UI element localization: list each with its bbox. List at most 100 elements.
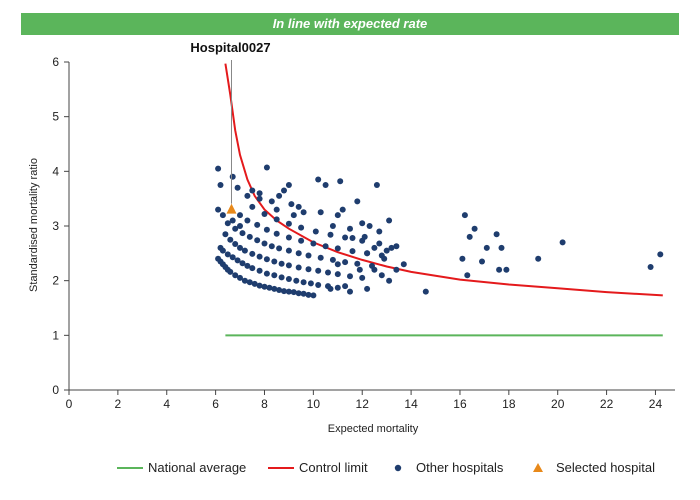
hospital-point — [493, 231, 500, 238]
legend-label-control-limit: Control limit — [299, 460, 368, 475]
hospital-point — [383, 247, 390, 254]
hospital-point — [361, 233, 368, 240]
hospital-point — [334, 245, 341, 252]
x-tick-label: 20 — [551, 397, 565, 411]
hospital-point — [244, 192, 251, 199]
hospital-point — [359, 274, 366, 281]
hospital-point — [317, 254, 324, 261]
hospital-point — [276, 287, 283, 293]
selected-hospital-label: Hospital0027 — [190, 40, 270, 55]
hospital-point — [317, 209, 324, 216]
hospital-point — [342, 234, 349, 241]
y-ticks: 0 1 2 3 4 5 6 — [52, 55, 69, 397]
hospital-point — [263, 226, 270, 233]
hospital-point — [227, 268, 234, 275]
hospital-point — [339, 206, 346, 213]
hospital-point — [293, 277, 300, 284]
hospital-point — [498, 244, 505, 251]
hospital-point — [337, 178, 344, 185]
hospital-point — [381, 255, 388, 262]
hospital-point — [271, 272, 278, 279]
y-tick-label: 5 — [52, 110, 59, 124]
hospital-point — [471, 225, 478, 232]
hospital-point — [347, 273, 353, 280]
hospital-point — [249, 250, 256, 257]
hospital-point — [219, 247, 226, 254]
x-tick-label: 22 — [600, 397, 614, 411]
hospital-point — [285, 182, 292, 188]
x-tick-label: 0 — [66, 397, 73, 411]
hospital-point — [215, 165, 222, 172]
hospital-point — [295, 250, 302, 257]
status-banner: In line with expected rate — [21, 13, 679, 35]
hospital-point — [256, 190, 263, 197]
x-tick-label: 10 — [307, 397, 321, 411]
hospital-point — [329, 223, 336, 229]
hospital-point — [232, 225, 239, 232]
hospital-point — [342, 259, 349, 266]
hospital-point — [459, 255, 466, 262]
legend-marker-selected-hospital — [533, 463, 543, 472]
hospital-point — [271, 285, 278, 292]
hospital-point — [281, 187, 287, 194]
hospital-point — [386, 277, 393, 284]
hospital-point — [366, 223, 373, 229]
hospital-point — [371, 244, 378, 251]
hospital-point — [239, 230, 246, 237]
hospital-point — [322, 182, 329, 188]
hospital-point — [315, 176, 322, 183]
hospital-point — [229, 254, 236, 261]
y-tick-label: 0 — [52, 383, 59, 397]
hospital-point — [354, 260, 361, 267]
x-tick-label: 6 — [212, 397, 219, 411]
hospital-point — [249, 203, 256, 210]
hospital-point — [300, 279, 307, 286]
y-tick-label: 6 — [52, 55, 59, 69]
control-limit-curve — [224, 63, 663, 297]
hospital-point — [356, 266, 363, 273]
legend: National average Control limit Other hos… — [117, 460, 655, 475]
hospital-point — [466, 233, 473, 240]
hospital-point — [288, 201, 295, 208]
hospital-point — [268, 243, 275, 250]
hospital-point — [219, 212, 226, 219]
hospital-point — [305, 266, 312, 273]
hospital-point — [285, 288, 292, 295]
hospital-point — [234, 184, 241, 191]
legend-label-other-hospitals: Other hospitals — [416, 460, 504, 475]
legend-item-selected-hospital: Selected hospital — [533, 460, 655, 475]
hospital-point — [334, 271, 341, 278]
hospital-point — [371, 266, 378, 273]
legend-item-control-limit: Control limit — [268, 460, 368, 475]
hospital-point — [315, 282, 322, 288]
hospital-point — [263, 270, 270, 277]
hospital-point — [249, 187, 256, 194]
hospital-point — [354, 198, 361, 205]
hospital-point — [285, 234, 292, 241]
hospital-point — [237, 274, 243, 281]
hospital-point — [278, 274, 285, 281]
selected-hospital-marker — [226, 203, 237, 214]
x-ticks: 0 2 4 6 8 10 12 14 16 18 20 22 24 — [66, 390, 662, 411]
hospital-point — [285, 262, 292, 269]
hospital-point — [388, 244, 395, 251]
hospital-point — [334, 261, 341, 268]
legend-item-national-average: National average — [117, 460, 246, 475]
hospital-point — [305, 291, 312, 298]
hospital-point — [373, 182, 380, 188]
hospital-point — [295, 264, 302, 271]
hospital-point — [378, 272, 385, 279]
hospital-point — [376, 228, 383, 235]
hospital-point — [347, 288, 353, 295]
hospital-point — [256, 282, 263, 289]
hospital-point — [295, 290, 302, 297]
y-tick-label: 2 — [52, 274, 59, 288]
x-tick-label: 12 — [356, 397, 370, 411]
plot-area: Hospital0027 — [190, 40, 664, 337]
hospital-point — [251, 280, 258, 287]
hospital-point — [334, 284, 341, 291]
x-axis-label: Expected mortality — [328, 423, 419, 435]
hospital-point — [657, 251, 664, 258]
